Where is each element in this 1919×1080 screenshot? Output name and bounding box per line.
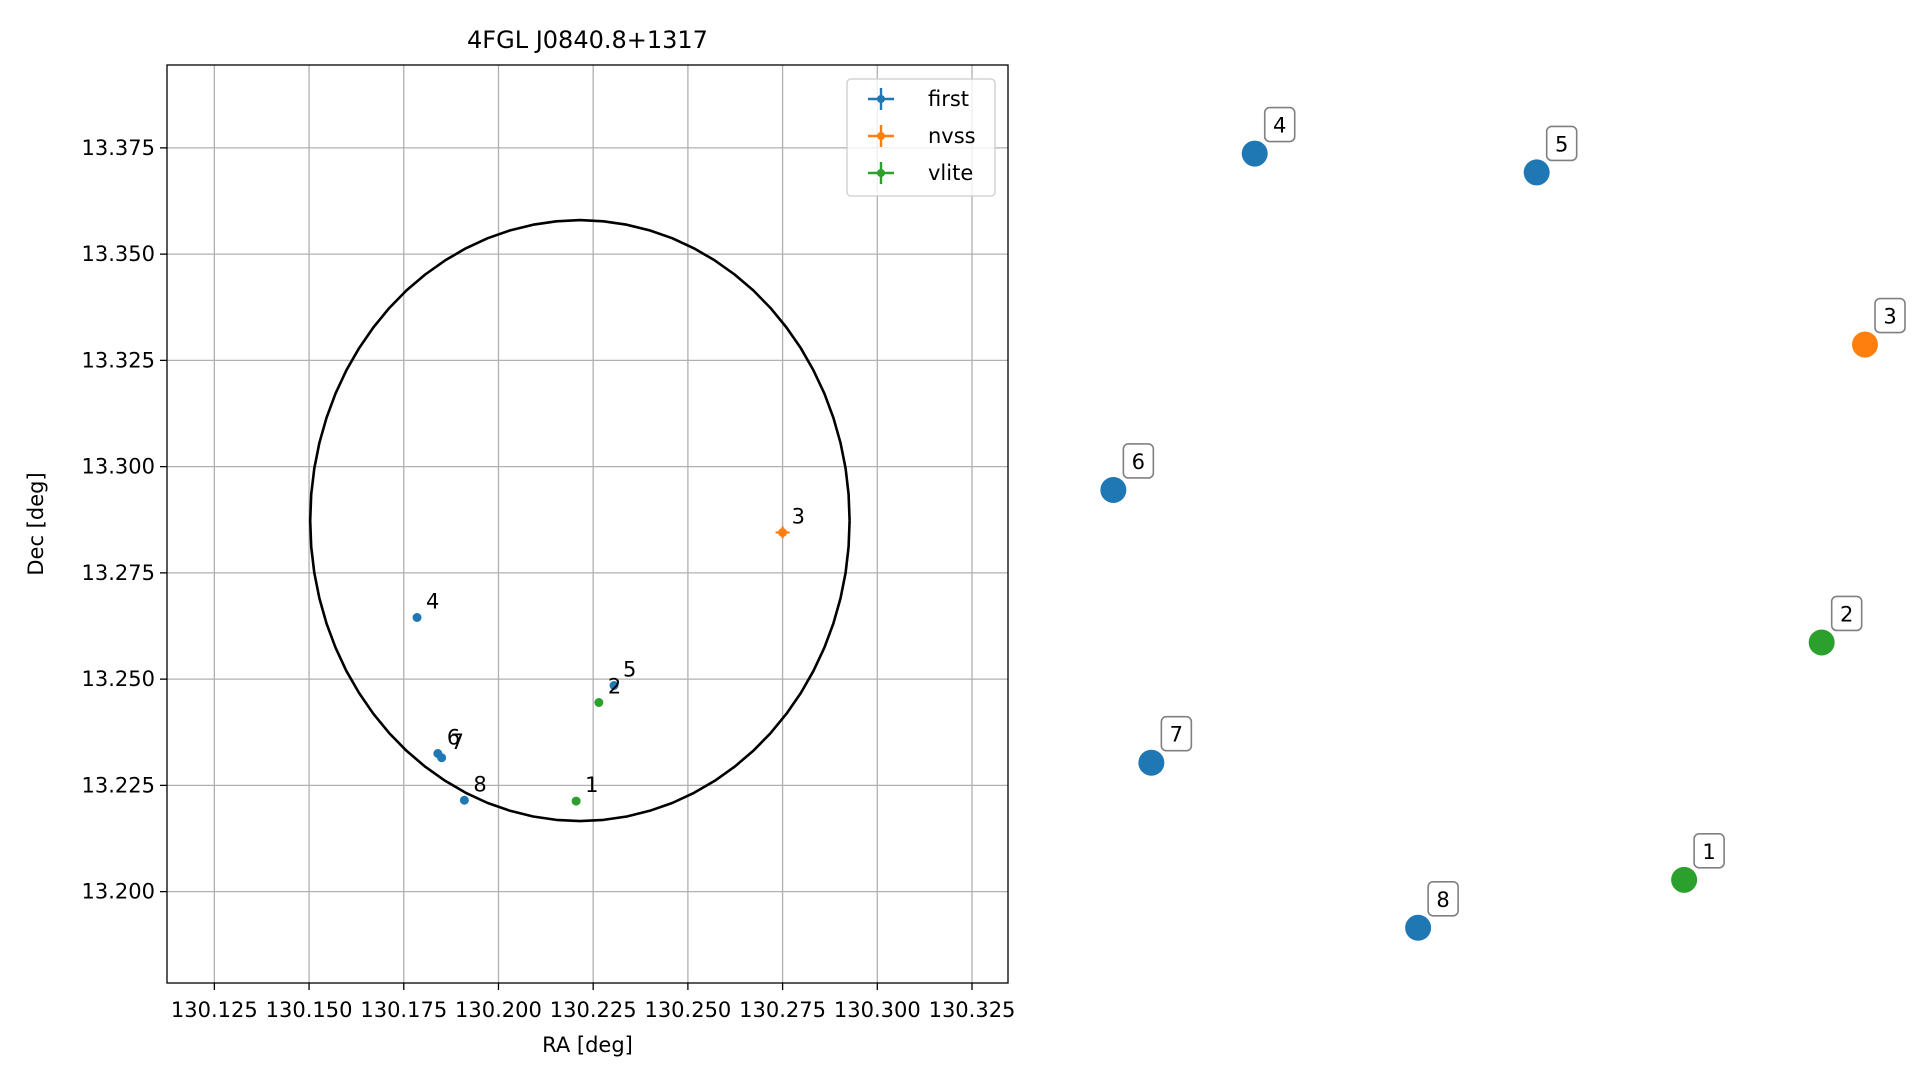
y-tick-label: 13.275 (82, 561, 155, 585)
annotation-label: 5 (1555, 132, 1568, 156)
point-marker (571, 796, 581, 806)
annotation-label: 7 (1170, 723, 1183, 747)
annotation-label: 8 (1436, 888, 1449, 912)
data-point-vlite: 1 (571, 773, 599, 806)
y-axis-ticks: 13.200 13.225 13.250 13.275 13.300 13.325 13.3… (82, 136, 167, 904)
legend-item-first: first (868, 87, 969, 111)
annotated-point: 6 (1100, 443, 1155, 503)
annotation-label: 6 (1132, 450, 1145, 474)
point-marker (412, 613, 422, 622)
legend-marker (877, 95, 885, 103)
label-layout-panel: 1 2 3 4 5 6 7 8 (1100, 106, 1906, 941)
annotated-marker (1138, 749, 1165, 776)
point-marker (778, 528, 788, 537)
annotated-point: 5 (1523, 125, 1578, 186)
point-label: 1 (585, 773, 598, 797)
legend-marker (877, 169, 885, 177)
annotated-point: 2 (1808, 595, 1863, 656)
x-tick-label: 130.325 (929, 998, 1016, 1022)
annotated-marker (1671, 866, 1698, 893)
point-label: 2 (608, 675, 621, 699)
data-point-nvss: 3 (775, 505, 805, 539)
point-label: 7 (451, 730, 464, 754)
point-label: 4 (426, 590, 439, 614)
point-marker (609, 681, 619, 690)
annotation-label: 3 (1883, 305, 1896, 329)
annotated-marker (1852, 331, 1878, 358)
x-tick-label: 130.225 (550, 998, 637, 1022)
x-tick-label: 130.125 (171, 998, 258, 1022)
legend-box (846, 78, 996, 197)
point-label: 5 (623, 658, 636, 682)
annotated-point: 1 (1671, 833, 1725, 893)
data-points-group: 4 5 678 3 1 2 (412, 505, 805, 806)
annotated-point: 8 (1405, 880, 1459, 941)
error-ellipse-group (308, 218, 851, 823)
data-point-vlite: 2 (594, 675, 621, 707)
annotation-label: 2 (1840, 602, 1853, 626)
annotation-label: 4 (1273, 114, 1286, 138)
point-label: 3 (792, 505, 805, 529)
x-tick-label: 130.150 (266, 998, 353, 1022)
annotated-marker (1808, 629, 1835, 656)
annotation-box (1427, 880, 1459, 917)
y-axis-label: Dec [deg] (24, 472, 48, 575)
main-chart: 4FGL J0840.8+1317 4 5 678 3 1 2 130.125 130.15… (24, 26, 1015, 1057)
plot-frame (166, 64, 1009, 984)
legend-marker (877, 132, 885, 140)
point-label: 6 (447, 726, 460, 750)
annotation-box (1545, 125, 1578, 162)
x-tick-label: 130.200 (455, 998, 542, 1022)
x-tick-label: 130.300 (834, 998, 921, 1022)
annotation-label: 1 (1702, 840, 1715, 864)
x-tick-label: 130.175 (360, 998, 447, 1022)
y-tick-label: 13.350 (82, 242, 155, 266)
point-label: 8 (473, 772, 486, 796)
data-point-first: 8 (459, 772, 487, 805)
x-axis-label: RA [deg] (542, 1033, 633, 1057)
legend-label: first (928, 87, 969, 111)
error-ellipse (308, 218, 851, 823)
annotation-box (1160, 715, 1193, 752)
x-tick-label: 130.275 (739, 998, 826, 1022)
y-tick-label: 13.325 (82, 348, 155, 372)
y-tick-label: 13.300 (82, 455, 155, 479)
x-tick-label: 130.250 (644, 998, 731, 1022)
y-tick-label: 13.250 (82, 667, 155, 691)
annotated-marker (1405, 914, 1432, 941)
x-axis-ticks: 130.125 130.150 130.175 130.200 130.225 130.2… (171, 983, 1016, 1022)
legend-items: first nvss vlite (868, 87, 976, 185)
grid-lines (167, 65, 1008, 983)
annotation-box (1830, 595, 1863, 632)
annotation-box (1874, 297, 1906, 334)
legend-label: vlite (928, 161, 973, 185)
data-point-first: 5 (609, 658, 636, 690)
data-point-first: 4 (412, 590, 439, 622)
annotated-marker (1100, 476, 1127, 503)
legend-label: nvss (928, 124, 976, 148)
legend-item-vlite: vlite (868, 161, 973, 185)
point-marker (459, 795, 469, 805)
point-marker (594, 698, 604, 707)
annotation-box (1122, 443, 1155, 479)
chart-title: 4FGL J0840.8+1317 (467, 26, 708, 54)
data-point-first: 7 (437, 730, 464, 763)
y-tick-label: 13.225 (82, 773, 155, 797)
annotation-box (1693, 833, 1725, 869)
annotated-marker (1241, 140, 1268, 167)
annotated-marker (1523, 159, 1550, 186)
annotated-point: 7 (1138, 715, 1193, 776)
legend: first nvss vlite (846, 78, 996, 197)
point-marker (437, 753, 447, 763)
annotated-point: 3 (1852, 297, 1906, 358)
y-tick-label: 13.200 (82, 880, 155, 904)
annotation-box (1263, 106, 1296, 143)
legend-item-nvss: nvss (868, 124, 976, 148)
annotated-point: 4 (1241, 106, 1296, 167)
y-tick-label: 13.375 (82, 136, 155, 160)
